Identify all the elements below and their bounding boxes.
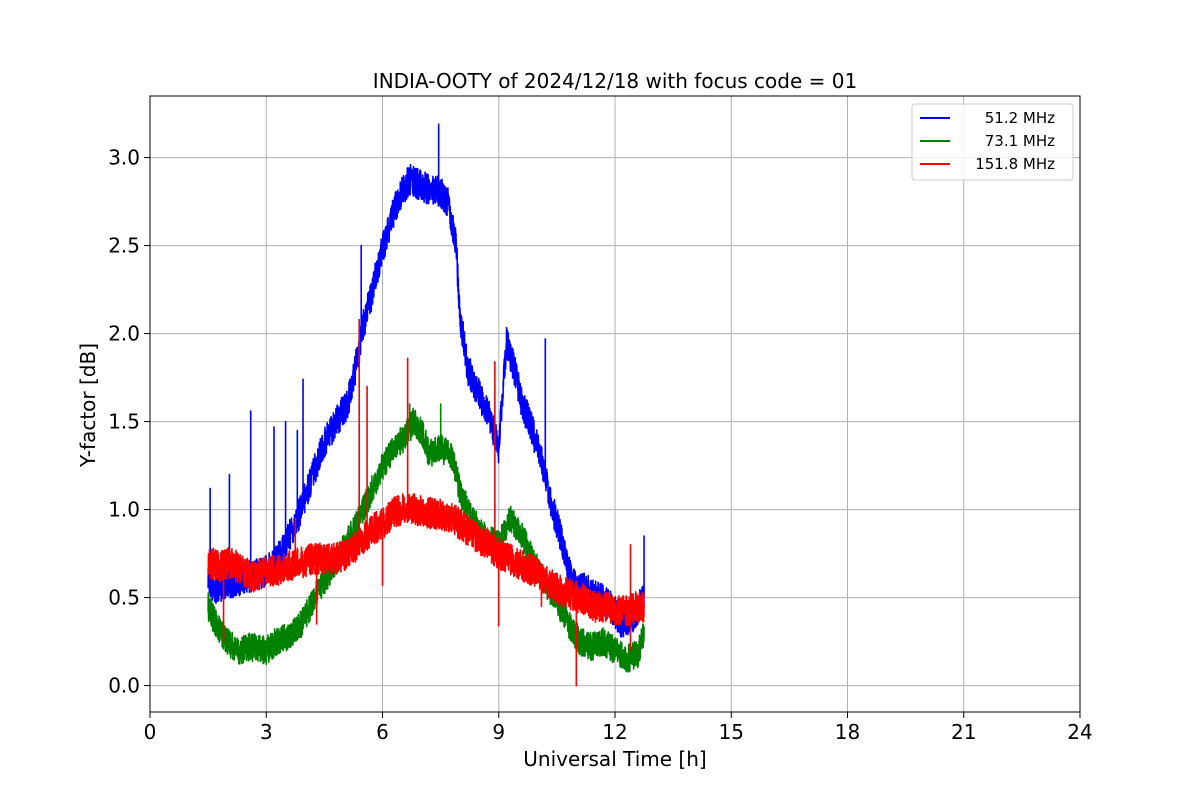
series-line-731-mhz: [207, 403, 645, 673]
axis-ticks: 0 3 6 9 12 15 18 21 24 0.0 0.5 1.0 1.5 2.0 2.5 3.0: [108, 146, 1093, 744]
series-line-512-mhz: [207, 123, 645, 638]
y-tick-label: 2.5: [108, 234, 140, 258]
y-tick-label: 1.0: [108, 498, 140, 522]
y-tick-label: 3.0: [108, 146, 140, 170]
x-tick-label: 9: [492, 720, 505, 744]
series-line-1518-mhz: [207, 318, 645, 687]
series-layer: [207, 123, 645, 687]
x-tick-label: 3: [260, 720, 273, 744]
x-axis-title: Universal Time [h]: [523, 747, 706, 771]
legend-label: 151.8 MHz: [975, 155, 1055, 173]
legend: 51.2 MHz 73.1 MHz 151.8 MHz: [911, 103, 1074, 181]
y-tick-label: 0.0: [108, 674, 140, 698]
x-tick-label: 12: [602, 720, 627, 744]
x-tick-label: 15: [719, 720, 744, 744]
legend-label: 73.1 MHz: [985, 132, 1055, 150]
x-tick-label: 21: [951, 720, 976, 744]
y-tick-label: 0.5: [108, 586, 140, 610]
x-tick-label: 0: [144, 720, 157, 744]
legend-box: [911, 103, 1074, 181]
y-tick-label: 2.0: [108, 322, 140, 346]
x-tick-label: 18: [835, 720, 860, 744]
x-tick-label: 24: [1067, 720, 1092, 744]
x-tick-label: 6: [376, 720, 389, 744]
legend-label: 51.2 MHz: [985, 109, 1055, 127]
chart-title: INDIA-OOTY of 2024/12/18 with focus code…: [373, 69, 857, 93]
y-axis-title: Y-factor [dB]: [76, 343, 100, 468]
y-tick-label: 1.5: [108, 410, 140, 434]
